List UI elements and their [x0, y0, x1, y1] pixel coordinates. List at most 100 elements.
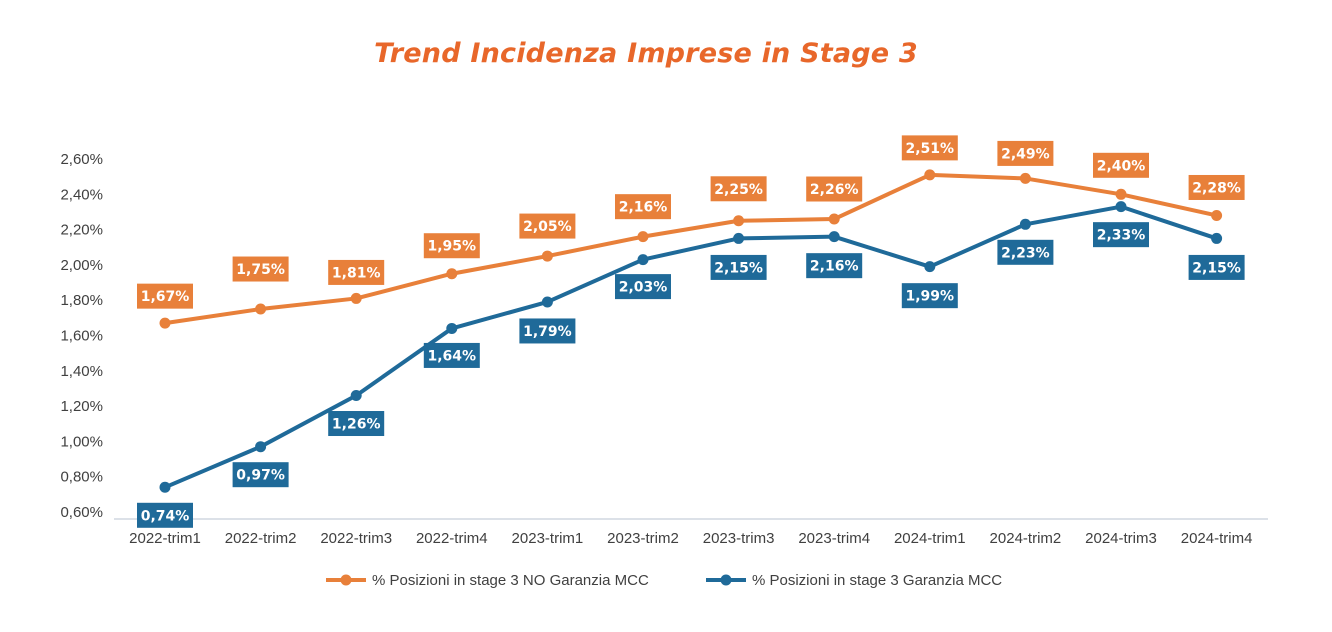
series-line: [163, 172, 1219, 326]
data-label: 1,95%: [428, 239, 477, 255]
data-label: 1,26%: [332, 417, 381, 433]
data-point: [1211, 209, 1223, 221]
data-point: [733, 232, 745, 244]
data-label-box: [232, 462, 289, 488]
data-point: [924, 169, 936, 181]
x-tick-label: 2022-trim4: [416, 530, 488, 547]
data-point: [828, 231, 840, 243]
y-tick-label: 2,00%: [60, 257, 103, 274]
data-label: 2,33%: [1097, 228, 1146, 244]
data-label-box: [1093, 152, 1149, 178]
data-label-box: [1093, 222, 1149, 248]
data-point: [446, 322, 458, 334]
data-label: 2,16%: [810, 259, 859, 275]
data-point: [541, 250, 553, 262]
data-label-box: [519, 213, 576, 239]
data-label: 2,03%: [619, 280, 668, 296]
y-tick-label: 0,60%: [60, 504, 103, 521]
data-label-box: [901, 135, 958, 161]
data-point: [159, 317, 171, 329]
x-tick-label: 2024-trim4: [1181, 530, 1253, 547]
data-point: [446, 268, 458, 280]
x-tick-label: 2024-trim2: [990, 530, 1062, 547]
data-point: [350, 292, 362, 304]
data-point: [350, 390, 362, 402]
data-point: [924, 261, 936, 273]
legend: % Posizioni in stage 3 NO Garanzia MCC % …: [326, 572, 1002, 589]
data-label-box: [615, 194, 671, 220]
x-tick-label: 2023-trim1: [512, 530, 584, 547]
y-tick-label: 0,80%: [60, 469, 103, 486]
data-label: 1,64%: [428, 348, 477, 364]
data-label: 2,23%: [1001, 245, 1050, 261]
y-tick-label: 1,40%: [60, 363, 103, 380]
data-point: [1211, 232, 1223, 244]
data-label: 2,05%: [523, 219, 572, 235]
data-label: 2,16%: [619, 200, 668, 216]
data-label-box: [328, 259, 385, 285]
data-label: 1,99%: [906, 289, 955, 305]
data-point: [1115, 201, 1127, 213]
data-label: 1,75%: [236, 262, 285, 278]
data-label: 2,15%: [1192, 260, 1241, 276]
data-point: [733, 215, 745, 227]
data-label-box: [997, 239, 1054, 265]
data-label-box: [423, 233, 480, 259]
data-label: 2,26%: [810, 182, 859, 198]
data-label: 1,81%: [332, 265, 381, 281]
y-tick-label: 2,60%: [60, 151, 103, 168]
data-label: 0,97%: [236, 468, 285, 484]
x-tick-label: 2022-trim1: [129, 530, 201, 547]
data-point: [828, 213, 840, 225]
x-tick-label: 2023-trim2: [607, 530, 679, 547]
x-tick-label: 2023-trim3: [703, 530, 775, 547]
data-label-box: [710, 254, 767, 280]
chart-title: Trend Incidenza Imprese in Stage 3: [374, 38, 918, 69]
x-tick-label: 2022-trim2: [225, 530, 297, 547]
series-line: [163, 204, 1219, 490]
data-label-box: [806, 176, 863, 202]
data-label: 2,25%: [714, 182, 763, 198]
legend-marker: [340, 574, 352, 586]
y-tick-label: 1,00%: [60, 433, 103, 450]
data-label-box: [232, 256, 289, 282]
y-tick-label: 1,80%: [60, 292, 103, 309]
data-point: [637, 254, 649, 266]
data-label-box: [710, 176, 767, 202]
data-label-box: [137, 502, 193, 528]
data-label: 2,15%: [714, 260, 763, 276]
axis-layer: 0,60% 0,80% 1,00% 1,20% 1,40% 1,60% 1,80% 2,00%…: [60, 151, 1268, 547]
x-tick-label: 2023-trim4: [798, 530, 870, 547]
data-label: 2,28%: [1192, 180, 1241, 196]
legend-marker: [720, 574, 732, 586]
data-point: [1115, 188, 1127, 200]
series-layer: [159, 169, 1223, 493]
data-label-box: [1188, 174, 1245, 200]
y-tick-label: 2,40%: [60, 186, 103, 203]
data-label: 1,67%: [141, 289, 190, 305]
x-tick-label: 2024-trim1: [894, 530, 966, 547]
data-point: [1019, 172, 1031, 184]
x-tick-label: 2022-trim3: [320, 530, 392, 547]
data-label-layer: 1,67% 1,75% 1,81% 1,95% 2,05% 2,16% 2,25% 2,26%…: [137, 135, 1245, 528]
data-point: [637, 231, 649, 243]
data-point: [1019, 218, 1031, 230]
data-label-box: [423, 342, 480, 368]
data-label: 2,51%: [906, 141, 955, 157]
data-label-box: [997, 140, 1054, 166]
data-point: [255, 303, 267, 315]
y-tick-label: 1,60%: [60, 328, 103, 345]
data-label: 2,40%: [1097, 158, 1146, 174]
data-label-box: [806, 253, 863, 279]
legend-label: % Posizioni in stage 3 NO Garanzia MCC: [372, 572, 649, 589]
data-label-box: [1188, 254, 1245, 280]
data-point: [541, 296, 553, 308]
data-label-box: [137, 283, 193, 309]
data-label-box: [519, 318, 576, 344]
data-label: 0,74%: [141, 508, 190, 524]
data-label-box: [328, 411, 385, 437]
data-label: 1,79%: [523, 324, 572, 340]
x-tick-label: 2024-trim3: [1085, 530, 1157, 547]
data-label-box: [901, 283, 958, 309]
